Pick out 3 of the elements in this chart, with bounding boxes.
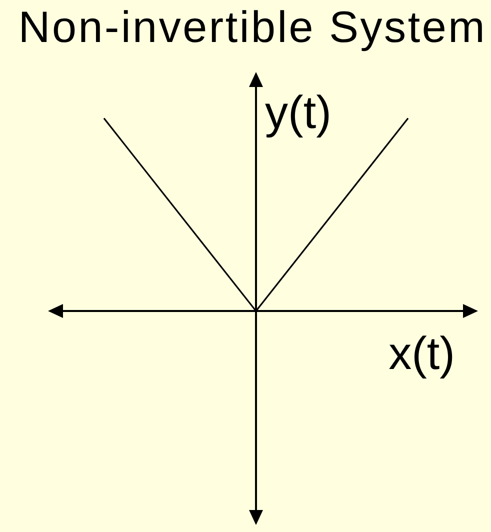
chart-title: Non-invertible System xyxy=(18,3,487,52)
y-axis-title: y(t) xyxy=(265,86,332,138)
x-axis-title: x(t) xyxy=(388,327,455,380)
